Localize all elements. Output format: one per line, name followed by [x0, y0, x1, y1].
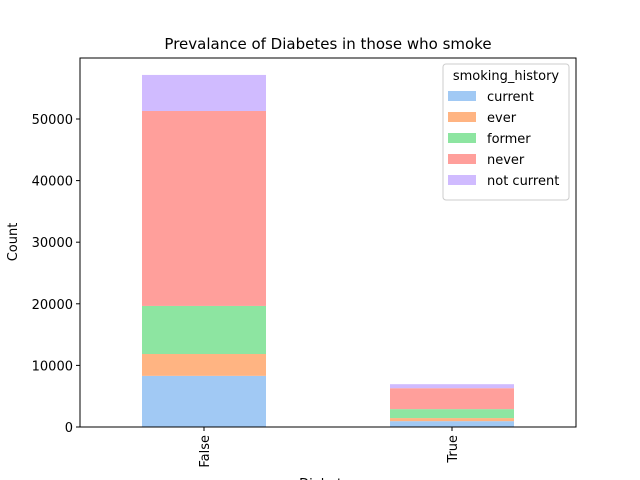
bar-segment — [142, 305, 266, 355]
x-tick-label: True — [446, 435, 461, 464]
bar-segment — [142, 375, 266, 427]
bar-segment — [390, 384, 514, 389]
bar-segment — [390, 388, 514, 410]
legend-label: current — [487, 90, 534, 105]
bar-segment — [142, 354, 266, 376]
legend-swatch — [448, 175, 476, 185]
legend-label: ever — [487, 111, 517, 126]
bar-segment — [390, 418, 514, 422]
bar-segment — [390, 409, 514, 419]
y-tick-label: 30000 — [32, 236, 73, 251]
legend-swatch — [448, 91, 476, 101]
y-tick-label: 0 — [65, 421, 73, 436]
legend-swatch — [448, 112, 476, 122]
legend-title: smoking_history — [453, 69, 560, 84]
legend-label: never — [487, 153, 525, 168]
legend-label: not current — [487, 174, 559, 189]
y-tick-label: 20000 — [32, 298, 73, 313]
bar-segment — [142, 74, 266, 111]
y-tick-label: 10000 — [32, 359, 73, 374]
bar-segment — [390, 421, 514, 427]
x-axis-label: Diabetes — [299, 477, 357, 480]
y-tick-label: 50000 — [32, 113, 73, 128]
legend-swatch — [448, 133, 476, 143]
x-tick-label: False — [198, 435, 213, 468]
bar-segment — [142, 110, 266, 306]
legend-swatch — [448, 154, 476, 164]
legend-label: former — [487, 132, 531, 147]
chart-title: Prevalance of Diabetes in those who smok… — [164, 35, 491, 53]
y-tick-label: 40000 — [32, 175, 73, 190]
y-axis-label: Count — [6, 223, 21, 262]
plot-frame — [79, 57, 577, 428]
